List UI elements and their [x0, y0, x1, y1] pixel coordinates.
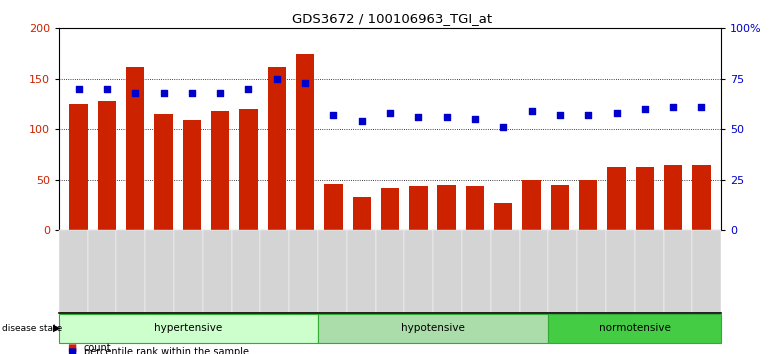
Text: normotensive: normotensive — [599, 323, 671, 333]
Bar — [70, 104, 88, 230]
Point — [582, 112, 594, 118]
Bar — [239, 109, 258, 230]
Point — [469, 116, 481, 122]
Bar — [437, 185, 456, 230]
Bar — [550, 185, 569, 230]
Point — [638, 106, 651, 112]
Bar — [494, 203, 513, 230]
Text: GDS3672 / 100106963_TGI_at: GDS3672 / 100106963_TGI_at — [292, 12, 492, 25]
Bar — [154, 114, 172, 230]
Text: count: count — [84, 343, 111, 353]
Text: hypertensive: hypertensive — [154, 323, 223, 333]
Point — [100, 86, 113, 92]
Point — [695, 104, 708, 110]
Point — [270, 76, 283, 82]
Bar — [608, 166, 626, 230]
Text: ▶: ▶ — [53, 323, 61, 333]
Point — [554, 112, 566, 118]
Point — [186, 90, 198, 96]
Point — [158, 90, 170, 96]
Bar — [98, 101, 116, 230]
Point — [441, 114, 453, 120]
Bar — [636, 166, 654, 230]
Text: ■: ■ — [67, 347, 76, 354]
Bar — [466, 186, 485, 230]
Point — [355, 118, 368, 124]
Bar — [522, 180, 541, 230]
Text: disease state: disease state — [2, 324, 62, 333]
Point — [72, 86, 85, 92]
Bar — [211, 111, 230, 230]
Bar — [126, 67, 144, 230]
Bar — [579, 180, 597, 230]
Bar — [296, 53, 314, 230]
Point — [327, 112, 339, 118]
Point — [525, 108, 538, 114]
Point — [299, 80, 311, 86]
Point — [412, 114, 425, 120]
Bar — [267, 67, 286, 230]
Point — [497, 124, 510, 130]
Text: ■: ■ — [67, 343, 76, 353]
Text: hypotensive: hypotensive — [401, 323, 465, 333]
Point — [384, 110, 397, 116]
Bar — [353, 197, 371, 230]
Point — [667, 104, 680, 110]
Bar — [183, 120, 201, 230]
Text: percentile rank within the sample: percentile rank within the sample — [84, 347, 249, 354]
Bar — [692, 165, 710, 230]
Point — [214, 90, 227, 96]
Bar — [381, 188, 399, 230]
Point — [610, 110, 622, 116]
Bar — [664, 165, 682, 230]
Bar — [325, 184, 343, 230]
Point — [129, 90, 141, 96]
Point — [242, 86, 255, 92]
Bar — [409, 186, 427, 230]
